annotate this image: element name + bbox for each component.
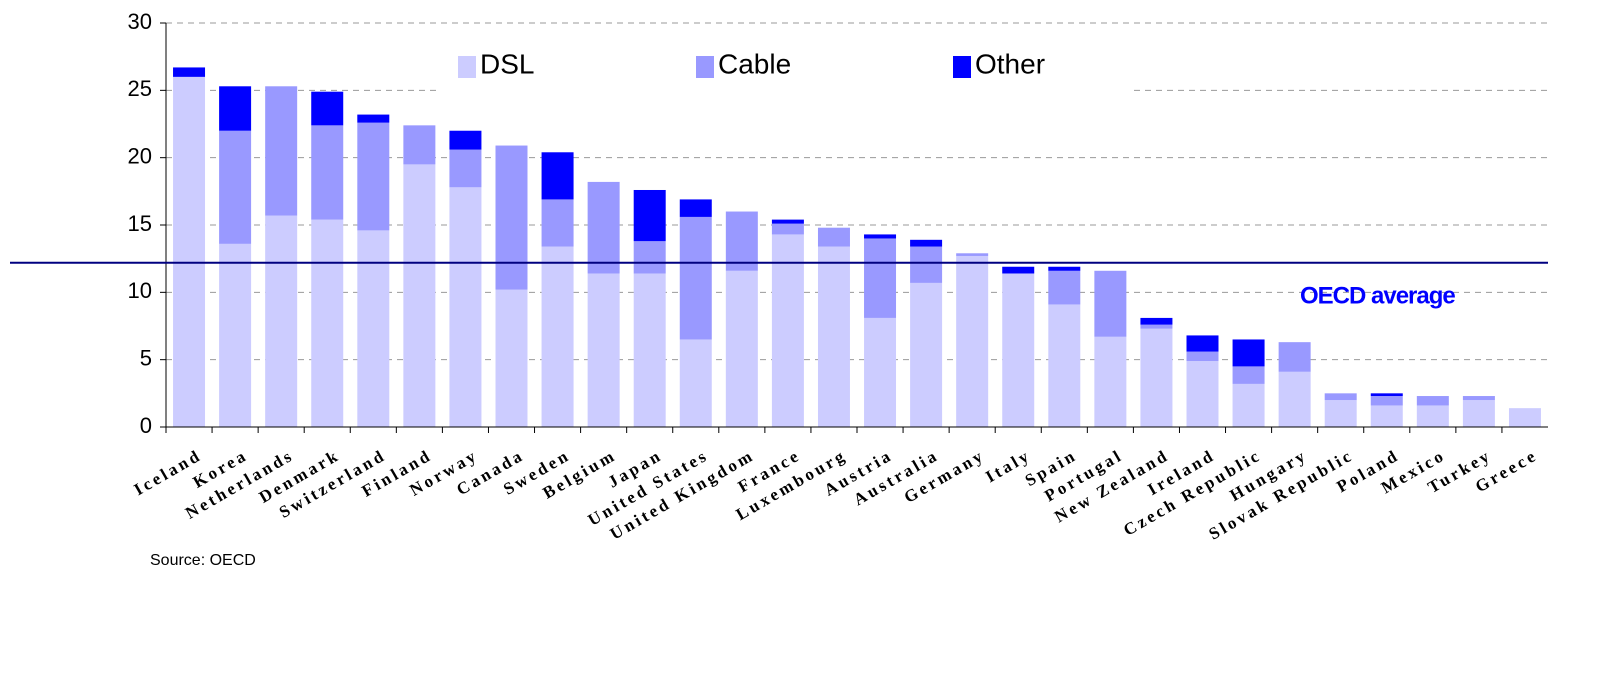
- bar-segment: [357, 230, 390, 427]
- bar-segment: [725, 270, 758, 427]
- legend-swatch: [458, 56, 476, 78]
- bar-segment: [679, 216, 712, 340]
- bar-segment: [1048, 304, 1081, 427]
- bar-segment: [1002, 266, 1035, 274]
- bar-segment: [1140, 324, 1173, 329]
- bar-segment: [771, 234, 804, 427]
- bar-segment: [541, 152, 574, 200]
- legend-label: Cable: [718, 48, 791, 79]
- bar-segment: [1508, 408, 1541, 427]
- bar-segment: [541, 246, 574, 427]
- y-tick-label: 20: [128, 143, 152, 168]
- bar-segment: [1416, 396, 1449, 406]
- source: Source: OECD: [150, 552, 256, 569]
- bar-segment: [1370, 405, 1403, 427]
- bar-segment: [1324, 393, 1357, 401]
- bar-segment: [1232, 383, 1265, 427]
- y-tick-label: 15: [128, 211, 152, 236]
- legend-swatch: [953, 56, 971, 78]
- bar-segment: [1278, 342, 1311, 372]
- bar-segment: [173, 76, 206, 427]
- bar-segment: [1140, 317, 1173, 325]
- bar-segment: [403, 125, 436, 165]
- bar-segment: [910, 246, 943, 283]
- bar-segment: [541, 199, 574, 247]
- bar-segment: [633, 189, 666, 242]
- bar-segment: [956, 255, 989, 427]
- y-tick-label: 25: [128, 76, 152, 101]
- bar-segment: [633, 273, 666, 427]
- bar-segment: [771, 223, 804, 235]
- bar-segment: [817, 246, 850, 427]
- bar-segment: [633, 241, 666, 274]
- bar-segment: [1048, 270, 1081, 305]
- bar-segment: [311, 125, 344, 220]
- bar-segment: [495, 289, 528, 427]
- bar-segment: [679, 339, 712, 427]
- bar-segment: [265, 215, 298, 427]
- bar-segment: [725, 211, 758, 271]
- bar-segment: [449, 130, 482, 150]
- bar-segment: [771, 219, 804, 224]
- bar-segment: [173, 67, 206, 77]
- bar-segment: [1278, 371, 1311, 427]
- y-tick-label: 30: [128, 9, 152, 34]
- bar-segment: [357, 114, 390, 123]
- bar-segment: [1094, 270, 1127, 337]
- legend-label: DSL: [480, 48, 534, 79]
- bar-segment: [1232, 339, 1265, 367]
- bar-segment: [587, 181, 620, 274]
- bar-segment: [864, 238, 897, 318]
- bar-segment: [495, 145, 528, 290]
- reference-label: OECD average: [1300, 282, 1455, 309]
- bar-segment: [219, 243, 252, 427]
- y-tick-label: 10: [128, 278, 152, 303]
- bar-segment: [449, 149, 482, 188]
- bar-segment: [910, 239, 943, 247]
- bar-segment: [403, 164, 436, 427]
- bar-segment: [265, 86, 298, 216]
- bar-segment: [864, 317, 897, 427]
- bar-segment: [449, 187, 482, 427]
- bar-segment: [1048, 266, 1081, 271]
- bar-segment: [1232, 366, 1265, 384]
- y-tick-label: 5: [140, 345, 152, 370]
- bar-segment: [1094, 336, 1127, 427]
- bar-segment: [679, 199, 712, 217]
- bar-segment: [1324, 400, 1357, 427]
- bar-segment: [864, 234, 897, 239]
- legend-bg: [440, 40, 1130, 95]
- bar-segment: [1462, 400, 1495, 427]
- bar-segment: [956, 253, 989, 256]
- bar-segment: [1186, 335, 1219, 352]
- bar-segment: [1140, 328, 1173, 427]
- bar-segment: [219, 86, 252, 131]
- bar-segment: [817, 227, 850, 247]
- bar-segment: [1186, 361, 1219, 427]
- legend-label: Other: [975, 48, 1045, 79]
- y-tick-label: 0: [140, 413, 152, 438]
- bar-segment: [1462, 396, 1495, 401]
- bar-segment: [587, 273, 620, 427]
- bar-segment: [1370, 396, 1403, 406]
- bar-segment: [910, 282, 943, 427]
- bar-segment: [311, 91, 344, 126]
- bar-segment: [1186, 351, 1219, 362]
- bar-segment: [1370, 393, 1403, 397]
- legend-swatch: [696, 56, 714, 78]
- bar-segment: [1002, 273, 1035, 427]
- bar-segment: [357, 122, 390, 231]
- bar-segment: [219, 130, 252, 244]
- bar-segment: [311, 219, 344, 427]
- bar-segment: [1416, 405, 1449, 427]
